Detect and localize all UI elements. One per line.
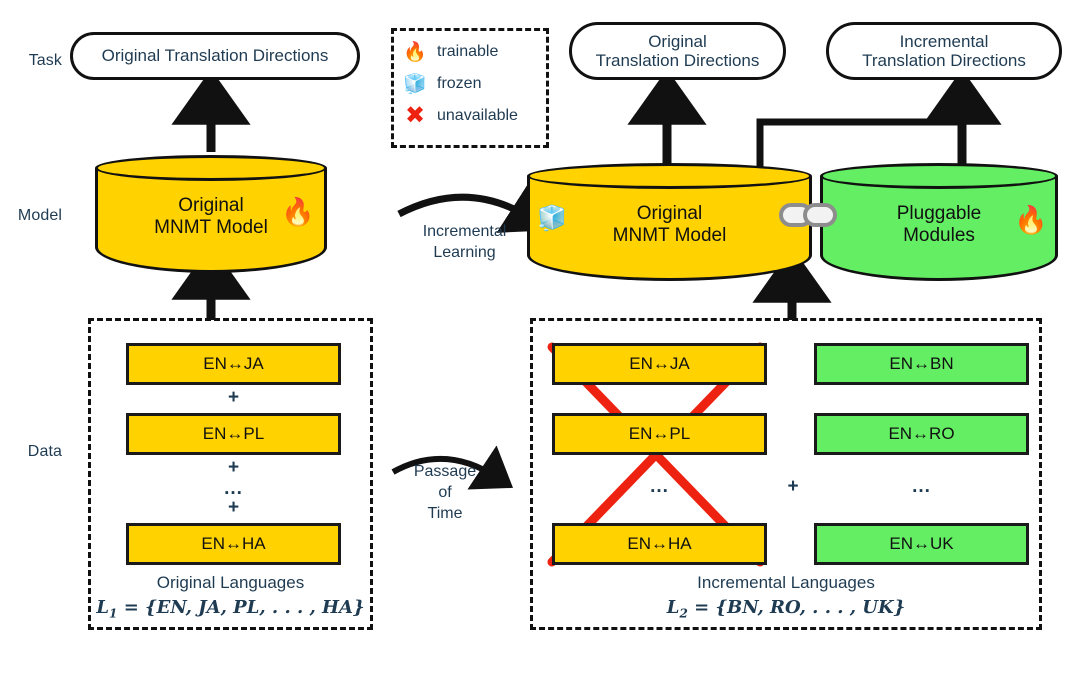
data-panel-original: EN↔JA + EN↔PL + ... + EN↔HA Original Lan… <box>88 318 373 630</box>
legend-item-frozen: 🧊 frozen <box>402 68 538 100</box>
data-ellipsis-obsolete: ... <box>650 476 669 497</box>
data-chip-obsolete-1-label: EN↔PL <box>628 424 691 443</box>
data-chip-new-0[interactable]: EN↔BN <box>814 343 1029 385</box>
passage-line2: of <box>438 483 452 501</box>
flow-label-incremental-learning: Incremental Learning <box>392 222 537 264</box>
data-ellipsis-original: ... <box>224 478 243 499</box>
data-chip-obsolete-2-label: EN↔HA <box>627 534 692 553</box>
data-ellipsis-new: ... <box>912 476 931 497</box>
fire-icon: 🔥 <box>403 41 427 63</box>
red-cross-icon: ✖ <box>404 102 426 129</box>
formula-right-rhs: = {BN, RO, . . . , UK} <box>694 597 906 618</box>
flow-label-passage-of-time: Passage of Time <box>400 462 490 524</box>
incremental-line1: Incremental <box>422 223 507 240</box>
data-panel-incremental: EN↔JA EN↔PL ... EN↔HA + EN↔BN EN↔RO ... … <box>530 318 1042 630</box>
task-pill-mid-line2: Translation Directions <box>595 51 760 70</box>
data-chip-original-0-label: EN↔JA <box>203 354 264 373</box>
data-plus-2: + <box>227 497 240 518</box>
data-plus-1: + <box>227 457 240 478</box>
data-chip-original-1-label: EN↔PL <box>202 424 265 443</box>
passage-line1: Passage <box>413 463 477 480</box>
model-cylinder-original-mid[interactable]: Original MNMT Model 🧊 <box>527 163 812 281</box>
formula-left-rhs: = {EN, JA, PL, . . . , HA} <box>123 597 365 618</box>
data-chip-new-1-label: EN↔RO <box>888 424 955 443</box>
data-chip-original-0[interactable]: EN↔JA <box>126 343 341 385</box>
data-plus-between-columns: + <box>787 476 799 497</box>
chain-link-icon <box>779 203 837 227</box>
legend-label-unavailable: unavailable <box>437 107 518 124</box>
task-pill-original-mid[interactable]: Original Translation Directions <box>569 22 786 80</box>
formula-right-lhs: L <box>666 597 680 618</box>
legend-label-trainable: trainable <box>437 43 499 60</box>
data-plus-0: + <box>227 387 240 408</box>
row-label-data: Data <box>27 443 62 460</box>
data-caption-incremental: Incremental Languages <box>697 573 875 592</box>
ice-cube-icon: 🧊 <box>403 73 427 95</box>
ice-cube-icon: 🧊 <box>537 205 567 232</box>
row-label-task: Task <box>28 52 62 69</box>
passage-line3: Time <box>427 504 463 522</box>
row-label-model: Model <box>17 207 62 224</box>
data-chip-new-2-label: EN↔UK <box>889 534 954 553</box>
data-caption-original: Original Languages <box>156 573 305 592</box>
data-formula-original: L1 = {EN, JA, PL, . . . , HA} <box>91 597 370 621</box>
model-cylinder-original-left[interactable]: Original MNMT Model 🔥 <box>95 155 327 273</box>
incremental-line2: Learning <box>433 243 496 261</box>
fire-icon: 🔥 <box>281 197 315 227</box>
data-chip-obsolete-0[interactable]: EN↔JA <box>552 343 767 385</box>
legend-box: 🔥 trainable 🧊 frozen ✖ unavailable <box>391 28 549 148</box>
data-chip-original-2[interactable]: EN↔HA <box>126 523 341 565</box>
task-pill-left-line1: Original Translation Directions <box>101 46 329 66</box>
data-chip-obsolete-2[interactable]: EN↔HA <box>552 523 767 565</box>
data-chip-obsolete-0-label: EN↔JA <box>629 354 690 373</box>
legend-label-frozen: frozen <box>437 75 482 92</box>
task-pill-mid-line1: Original <box>648 31 707 51</box>
model-cylinder-pluggable-right[interactable]: Pluggable Modules 🔥 <box>820 163 1058 281</box>
legend-item-trainable: 🔥 trainable <box>402 36 538 68</box>
task-pill-original-left[interactable]: Original Translation Directions <box>70 32 360 80</box>
task-pill-incremental-right[interactable]: Incremental Translation Directions <box>826 22 1062 80</box>
formula-left-sub: 1 <box>109 606 118 621</box>
fire-icon: 🔥 <box>1014 205 1048 235</box>
task-pill-right-line2: Translation Directions <box>862 51 1026 70</box>
data-formula-incremental: L2 = {BN, RO, . . . , UK} <box>533 597 1039 621</box>
data-chip-original-2-label: EN↔HA <box>201 534 266 553</box>
data-chip-obsolete-1[interactable]: EN↔PL <box>552 413 767 455</box>
formula-left-lhs: L <box>96 597 110 618</box>
data-chip-new-1[interactable]: EN↔RO <box>814 413 1029 455</box>
data-chip-new-0-label: EN↔BN <box>889 354 954 373</box>
task-pill-right-line1: Incremental <box>899 31 989 51</box>
formula-right-sub: 2 <box>679 606 688 621</box>
data-chip-new-2[interactable]: EN↔UK <box>814 523 1029 565</box>
data-chip-original-1[interactable]: EN↔PL <box>126 413 341 455</box>
legend-item-unavailable: ✖ unavailable <box>402 100 538 132</box>
